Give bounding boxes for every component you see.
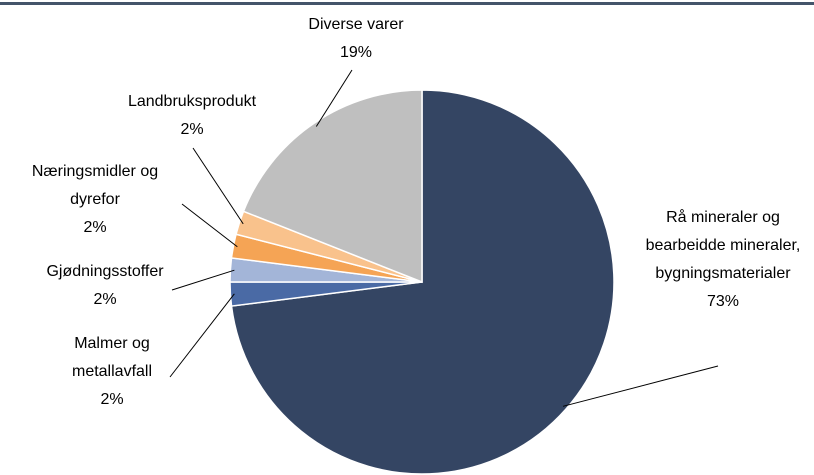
leader-line: [181, 203, 238, 248]
slice-label: Gjødningsstoffer 2%: [10, 258, 200, 314]
value-label: 2%: [180, 121, 204, 138]
leader-line: [315, 69, 353, 127]
category-label: Diverse varer: [308, 16, 404, 33]
category-label: Rå mineraler og bearbeidde mineraler, by…: [645, 209, 801, 282]
leader-line: [192, 147, 244, 225]
category-label: Næringsmidler og dyrefor: [31, 163, 159, 208]
leader-line: [562, 365, 719, 407]
slice-label: Malmer og metallavfall 2%: [57, 330, 167, 414]
leader-line: [171, 269, 235, 291]
slice-label: Landbruksprodukt 2%: [102, 88, 282, 144]
category-label: Gjødningsstoffer: [46, 263, 164, 280]
pie-slice: [242, 89, 423, 284]
value-label: 2%: [100, 391, 124, 408]
slice-label: Rå mineraler og bearbeidde mineraler, by…: [637, 204, 809, 316]
top-border: [0, 2, 814, 5]
category-label: Landbruksprodukt: [127, 93, 257, 110]
value-label: 2%: [83, 219, 107, 236]
category-label: Malmer og metallavfall: [71, 335, 153, 380]
value-label: 19%: [339, 44, 373, 61]
leader-line: [169, 293, 235, 378]
value-label: 73%: [706, 293, 740, 310]
slice-label: Diverse varer 19%: [266, 11, 446, 67]
value-label: 2%: [93, 291, 117, 308]
slice-label: Næringsmidler og dyrefor 2%: [10, 158, 180, 242]
